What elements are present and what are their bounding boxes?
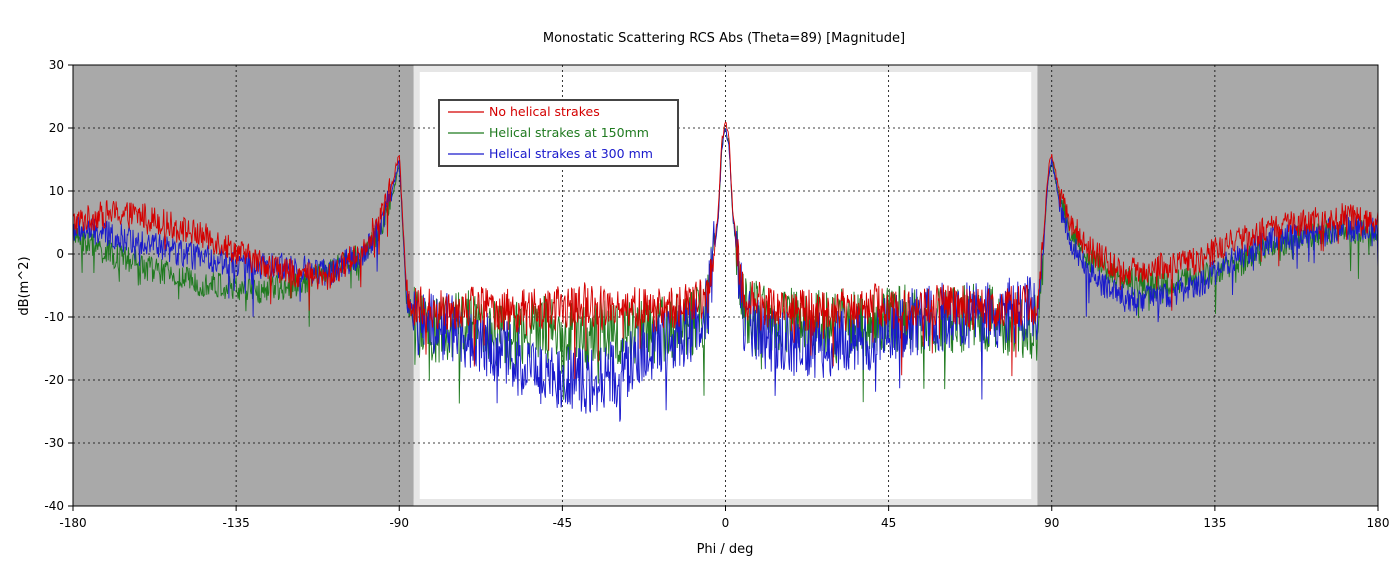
x-tick-label: 180 <box>1367 516 1390 530</box>
y-tick-label: -10 <box>44 310 64 324</box>
x-tick-label: -135 <box>223 516 250 530</box>
x-tick-label: -180 <box>59 516 86 530</box>
legend-label-0: No helical strakes <box>489 104 600 119</box>
band-edge-top <box>413 65 1038 72</box>
x-tick-label: 90 <box>1044 516 1059 530</box>
x-tick-label: -90 <box>389 516 409 530</box>
x-tick-label: -45 <box>553 516 573 530</box>
x-tick-label: 135 <box>1203 516 1226 530</box>
legend: No helical strakes Helical strakes at 15… <box>438 99 679 167</box>
x-axis-label: Phi / deg <box>697 542 754 557</box>
x-tick-label: 45 <box>881 516 896 530</box>
y-tick-label: -30 <box>44 436 64 450</box>
band-edge-bottom <box>413 499 1038 506</box>
shaded-region-1 <box>1037 65 1378 506</box>
y-tick-label: 10 <box>49 184 64 198</box>
y-tick-label: 30 <box>49 58 64 72</box>
band-edge-left <box>413 65 420 506</box>
y-tick-label: 20 <box>49 121 64 135</box>
plot-border <box>72 64 1379 507</box>
series-line-0 <box>72 121 1379 380</box>
chart-title: Monostatic Scattering RCS Abs (Theta=89)… <box>543 31 905 46</box>
y-tick-label: -40 <box>44 499 64 513</box>
legend-label-2: Helical strakes at 300 mm <box>489 146 653 161</box>
y-tick-label: 0 <box>56 247 64 261</box>
legend-label-1: Helical strakes at 150mm <box>489 125 649 140</box>
y-axis-label: dB(m^2) <box>17 256 32 315</box>
x-tick-label: 0 <box>722 516 730 530</box>
y-tick-label: -20 <box>44 373 64 387</box>
shaded-region-0 <box>73 65 414 506</box>
